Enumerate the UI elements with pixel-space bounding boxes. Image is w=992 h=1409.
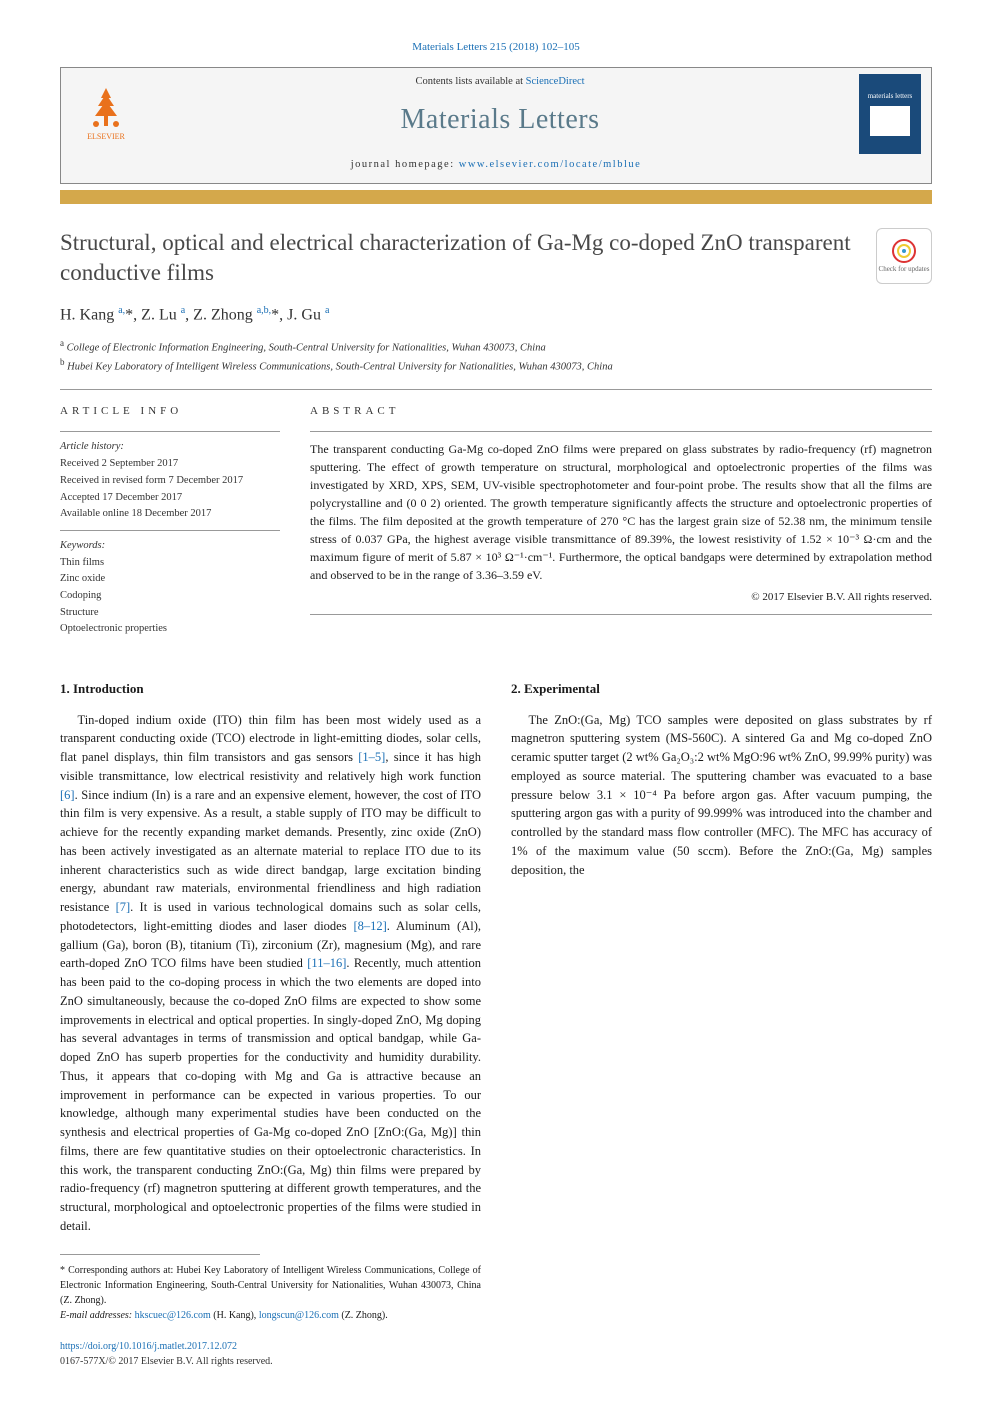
abstract-column: abstract The transparent conducting Ga-M… (310, 404, 932, 639)
doi-block: https://doi.org/10.1016/j.matlet.2017.12… (60, 1339, 481, 1369)
crossmark-badge[interactable]: Check for updates (876, 228, 932, 284)
email-link[interactable]: hkscuec@126.com (135, 1310, 211, 1321)
sciencedirect-link[interactable]: ScienceDirect (526, 76, 585, 87)
affiliations: a College of Electronic Information Engi… (60, 337, 932, 376)
email-link[interactable]: longscun@126.com (259, 1310, 339, 1321)
abstract-heading: abstract (310, 404, 932, 419)
divider (60, 389, 932, 390)
crossmark-icon (890, 237, 918, 265)
online-date: Available online 18 December 2017 (60, 507, 280, 522)
citation-link[interactable]: [6] (60, 788, 75, 802)
footnote-divider (60, 1254, 260, 1255)
keyword: Codoping (60, 589, 280, 604)
keywords-label: Keywords: (60, 539, 280, 554)
citation-link[interactable]: [8–12] (353, 919, 386, 933)
elsevier-logo: ELSEVIER (71, 79, 141, 149)
article-info-column: article info Article history: Received 2… (60, 404, 280, 639)
citation-line: Materials Letters 215 (2018) 102–105 (60, 40, 932, 55)
experimental-paragraph: The ZnO:(Ga, Mg) TCO samples were deposi… (511, 711, 932, 880)
journal-cover-thumbnail: materials letters (859, 74, 921, 154)
author-list: H. Kang a,*, Z. Lu a, Z. Zhong a,b,*, J.… (60, 304, 932, 327)
keyword: Optoelectronic properties (60, 622, 280, 637)
revised-date: Received in revised form 7 December 2017 (60, 474, 280, 489)
elsevier-tree-icon (81, 86, 131, 131)
citation-link[interactable]: [1–5] (358, 750, 385, 764)
gold-divider-bar (60, 190, 932, 204)
citation-link[interactable]: [7] (116, 900, 131, 914)
experimental-heading: 2. Experimental (511, 679, 932, 699)
keyword: Zinc oxide (60, 572, 280, 587)
journal-homepage: journal homepage: www.elsevier.com/locat… (61, 154, 931, 183)
abstract-copyright: © 2017 Elsevier B.V. All rights reserved… (310, 590, 932, 605)
journal-name: Materials Letters (141, 100, 859, 139)
contents-available: Contents lists available at ScienceDirec… (141, 75, 859, 90)
article-body: 1. Introduction Tin-doped indium oxide (… (60, 669, 932, 1369)
history-label: Article history: (60, 440, 280, 455)
elsevier-label: ELSEVIER (87, 131, 125, 142)
page: Materials Letters 215 (2018) 102–105 ELS… (0, 0, 992, 1409)
citation-link[interactable]: [11–16] (307, 956, 346, 970)
abstract-text: The transparent conducting Ga-Mg co-dope… (310, 440, 932, 584)
keyword: Thin films (60, 556, 280, 571)
issn-copyright: 0167-577X/© 2017 Elsevier B.V. All right… (60, 1354, 481, 1369)
article-title: Structural, optical and electrical chara… (60, 228, 856, 288)
journal-header: ELSEVIER Contents lists available at Sci… (60, 67, 932, 184)
accepted-date: Accepted 17 December 2017 (60, 491, 280, 506)
article-info-heading: article info (60, 404, 280, 419)
received-date: Received 2 September 2017 (60, 457, 280, 472)
introduction-paragraph: Tin-doped indium oxide (ITO) thin film h… (60, 711, 481, 1236)
doi-link[interactable]: https://doi.org/10.1016/j.matlet.2017.12… (60, 1341, 237, 1352)
corresponding-author-footnote: * Corresponding authors at: Hubei Key La… (60, 1263, 481, 1323)
introduction-heading: 1. Introduction (60, 679, 481, 699)
keyword: Structure (60, 606, 280, 621)
homepage-link[interactable]: www.elsevier.com/locate/mlblue (459, 159, 642, 170)
